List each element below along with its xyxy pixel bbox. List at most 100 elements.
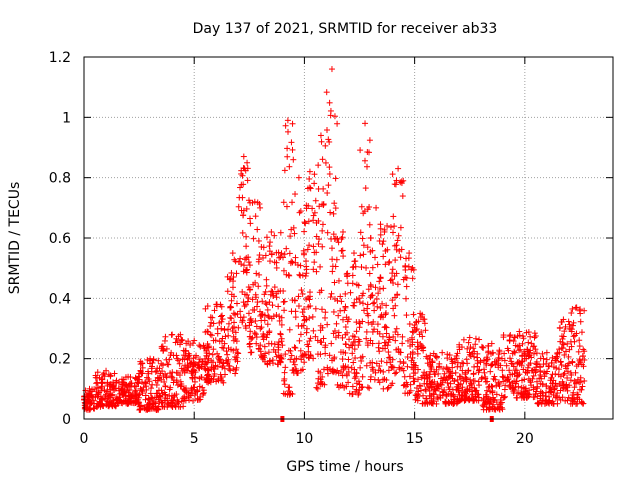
data-point — [381, 228, 388, 235]
data-point — [301, 351, 308, 358]
data-point — [443, 399, 450, 406]
data-point — [393, 369, 400, 376]
data-point — [562, 397, 569, 404]
x-tick-label: 15 — [406, 431, 424, 447]
data-point — [476, 382, 483, 389]
data-point — [338, 298, 345, 305]
data-point — [313, 384, 320, 391]
data-point — [371, 299, 378, 306]
data-point — [289, 120, 296, 127]
data-point — [231, 323, 238, 330]
data-point — [455, 388, 462, 395]
data-point — [489, 389, 496, 396]
data-point — [445, 369, 452, 376]
data-point — [527, 347, 534, 354]
data-point — [217, 313, 224, 320]
data-point — [528, 354, 535, 361]
data-point — [141, 404, 148, 411]
data-point — [266, 329, 273, 336]
data-point — [359, 292, 366, 299]
data-point — [534, 393, 541, 400]
data-point — [359, 300, 366, 307]
data-point — [182, 397, 189, 404]
data-point — [349, 280, 356, 287]
data-point — [100, 371, 107, 378]
data-point — [211, 366, 218, 373]
data-point — [412, 370, 419, 377]
data-point — [384, 222, 391, 229]
data-point — [438, 375, 445, 382]
data-point — [165, 361, 172, 368]
data-point — [353, 369, 360, 376]
data-point — [202, 345, 209, 352]
data-point — [479, 344, 486, 351]
data-point — [239, 229, 246, 236]
data-point — [188, 370, 195, 377]
data-point — [489, 403, 496, 410]
data-point — [365, 286, 372, 293]
data-point — [342, 331, 349, 338]
data-point — [483, 394, 490, 401]
data-point — [397, 349, 404, 356]
data-point — [232, 336, 239, 343]
data-point — [224, 288, 231, 295]
data-point — [158, 387, 165, 394]
data-point — [324, 126, 331, 133]
data-point — [330, 231, 337, 238]
data-point — [241, 256, 248, 263]
data-point — [501, 374, 508, 381]
data-point — [399, 193, 406, 200]
data-point — [412, 319, 419, 326]
data-point — [434, 380, 441, 387]
data-point — [360, 307, 367, 314]
data-point — [442, 398, 449, 405]
data-point — [208, 364, 215, 371]
data-point — [190, 340, 197, 347]
data-point — [96, 374, 103, 381]
data-point — [485, 348, 492, 355]
data-point — [165, 401, 172, 408]
data-point — [235, 324, 242, 331]
data-point — [403, 283, 410, 290]
data-point — [429, 358, 436, 365]
data-point — [530, 350, 537, 357]
data-point — [310, 327, 317, 334]
data-point — [105, 402, 112, 409]
data-point — [334, 235, 341, 242]
data-point — [292, 254, 299, 261]
data-point — [93, 380, 100, 387]
data-point — [188, 385, 195, 392]
data-point — [243, 233, 250, 240]
data-point — [241, 303, 248, 310]
data-point — [360, 242, 367, 249]
data-point — [413, 385, 420, 392]
data-point — [246, 262, 253, 269]
data-point — [404, 363, 411, 370]
data-point — [319, 227, 326, 234]
data-point — [394, 331, 401, 338]
data-point — [461, 397, 468, 404]
data-point — [291, 356, 298, 363]
data-point — [280, 299, 287, 306]
data-point — [123, 386, 130, 393]
data-point — [358, 264, 365, 271]
data-point — [392, 337, 399, 344]
data-point — [531, 334, 538, 341]
data-point — [454, 376, 461, 383]
data-point — [198, 374, 205, 381]
data-point — [573, 380, 580, 387]
data-point — [339, 228, 346, 235]
data-point — [257, 348, 264, 355]
data-point — [427, 392, 434, 399]
data-point — [536, 363, 543, 370]
data-point — [131, 382, 138, 389]
data-point — [403, 255, 410, 262]
data-point — [500, 334, 507, 341]
data-point — [474, 350, 481, 357]
data-point — [184, 367, 191, 374]
data-point — [406, 250, 413, 257]
data-point — [449, 364, 456, 371]
data-point — [286, 326, 293, 333]
y-tick-label: 1.2 — [49, 50, 71, 66]
data-point — [395, 232, 402, 239]
